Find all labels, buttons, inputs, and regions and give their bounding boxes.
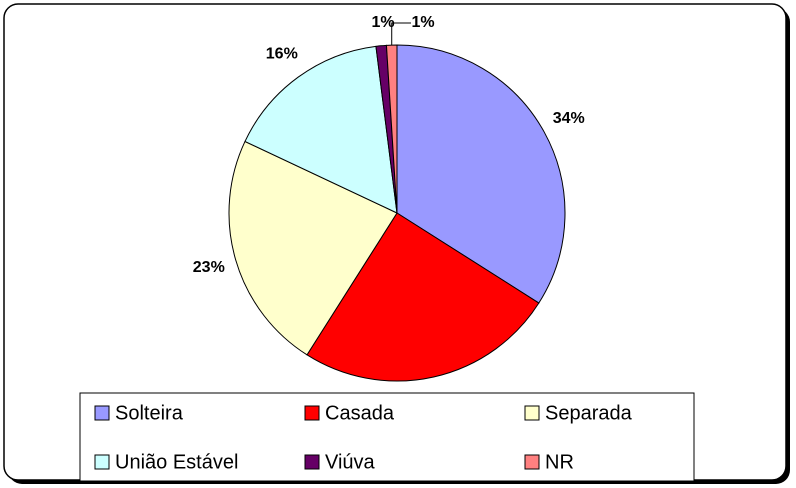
leader-line [391, 22, 411, 46]
percent-label: 34% [553, 110, 585, 127]
legend-label: Solteira [115, 402, 184, 424]
legend-swatch [524, 454, 540, 470]
pie-slice [228, 140, 398, 356]
legend-box [79, 392, 695, 482]
pie-slice [244, 45, 398, 214]
legend-swatch [524, 405, 540, 421]
legend-swatch [304, 405, 320, 421]
legend-swatch [304, 454, 320, 470]
legend-swatch [94, 454, 110, 470]
percent-label: 1% [411, 14, 434, 31]
legend-label: Viúva [325, 451, 376, 473]
legend-label: União Estável [115, 451, 238, 473]
legend-label: Casada [325, 402, 395, 424]
percent-label: 16% [266, 46, 298, 63]
pie-slice [396, 44, 566, 304]
pie-slice [306, 212, 540, 382]
percent-label: 1% [371, 14, 394, 31]
legend-label: NR [545, 451, 574, 473]
legend-label: Separada [545, 402, 633, 424]
percent-label: 23% [193, 259, 225, 276]
legend-swatch [94, 405, 110, 421]
